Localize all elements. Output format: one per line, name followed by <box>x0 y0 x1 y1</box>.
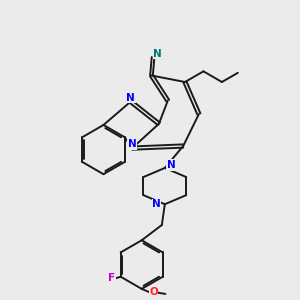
Text: N: N <box>126 93 135 103</box>
Text: O: O <box>149 287 158 297</box>
Text: N: N <box>167 160 176 170</box>
Text: N: N <box>128 139 136 149</box>
Text: N: N <box>152 199 161 209</box>
Text: N: N <box>153 49 162 58</box>
Text: F: F <box>108 273 115 283</box>
